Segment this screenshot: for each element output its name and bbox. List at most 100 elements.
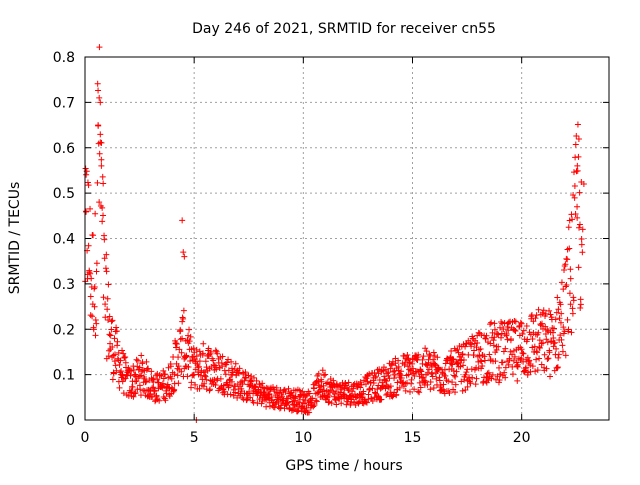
data-point	[113, 324, 120, 331]
data-point	[467, 380, 474, 387]
data-point	[571, 194, 578, 201]
data-point	[555, 354, 562, 361]
data-point	[406, 388, 413, 395]
data-point	[187, 357, 194, 364]
data-point	[423, 348, 430, 355]
data-point	[109, 317, 116, 324]
data-point	[447, 354, 454, 361]
data-point	[175, 380, 182, 387]
data-point	[328, 400, 335, 407]
data-point	[504, 336, 511, 343]
data-point	[393, 391, 400, 398]
data-point	[130, 393, 137, 400]
data-point	[452, 373, 459, 380]
data-point	[301, 408, 308, 415]
data-point	[523, 323, 530, 330]
data-point	[173, 341, 180, 348]
data-point	[223, 359, 230, 366]
data-point	[239, 394, 246, 401]
x-axis-label: GPS time / hours	[285, 458, 402, 474]
data-point	[424, 381, 431, 388]
grid	[85, 57, 609, 420]
data-point	[559, 348, 566, 355]
data-point	[366, 370, 373, 377]
data-point	[137, 372, 144, 379]
data-point	[313, 398, 320, 405]
data-point	[549, 329, 556, 336]
data-point	[524, 354, 531, 361]
data-point	[544, 355, 551, 362]
data-point	[111, 351, 118, 358]
data-point	[390, 368, 397, 375]
data-point	[177, 328, 184, 335]
data-point	[532, 368, 539, 375]
data-point	[463, 369, 470, 376]
data-point	[186, 338, 193, 345]
data-point	[558, 336, 565, 343]
data-point	[481, 353, 488, 360]
data-point	[196, 358, 203, 365]
data-point	[511, 318, 518, 325]
data-point	[539, 320, 546, 327]
data-point	[384, 390, 391, 397]
data-point	[422, 378, 429, 385]
data-point	[195, 364, 202, 371]
data-points	[82, 44, 587, 423]
data-point	[505, 327, 512, 334]
data-point	[449, 356, 456, 363]
data-point	[415, 351, 422, 358]
data-point	[97, 99, 104, 106]
data-point	[552, 316, 559, 323]
data-point	[151, 387, 158, 394]
data-point	[481, 357, 488, 364]
data-point	[504, 324, 511, 331]
data-point	[110, 370, 117, 377]
data-point	[442, 372, 449, 379]
data-point	[505, 361, 512, 368]
data-point	[306, 409, 313, 416]
data-point	[538, 361, 545, 368]
data-point	[375, 382, 382, 389]
data-point	[517, 319, 524, 326]
data-point	[416, 389, 423, 396]
data-point	[181, 253, 188, 260]
data-point	[96, 199, 103, 206]
data-point	[563, 282, 570, 289]
data-point	[357, 384, 364, 391]
data-point	[345, 379, 352, 386]
data-point	[530, 318, 537, 325]
data-point	[496, 364, 503, 371]
data-point	[173, 344, 180, 351]
data-point	[398, 374, 405, 381]
data-point	[259, 380, 266, 387]
data-point	[98, 156, 105, 163]
data-point	[90, 232, 97, 239]
data-point	[217, 375, 224, 382]
data-point	[432, 361, 439, 368]
data-point	[570, 297, 577, 304]
data-point	[566, 290, 573, 297]
data-point	[366, 385, 373, 392]
data-point	[469, 374, 476, 381]
data-point	[228, 358, 235, 365]
data-point	[546, 349, 553, 356]
data-point	[360, 388, 367, 395]
data-point	[87, 293, 94, 300]
data-point	[272, 401, 279, 408]
data-point	[518, 355, 525, 362]
data-point	[239, 381, 246, 388]
data-point	[176, 346, 183, 353]
data-point	[449, 379, 456, 386]
data-point	[564, 256, 571, 263]
data-point	[193, 353, 200, 360]
data-point	[535, 329, 542, 336]
data-point	[245, 372, 252, 379]
data-point	[93, 260, 100, 267]
data-point	[557, 332, 564, 339]
data-point	[84, 179, 91, 186]
data-point	[213, 366, 220, 373]
data-point	[91, 303, 98, 310]
data-point	[569, 305, 576, 312]
data-point	[296, 399, 303, 406]
data-point	[237, 390, 244, 397]
